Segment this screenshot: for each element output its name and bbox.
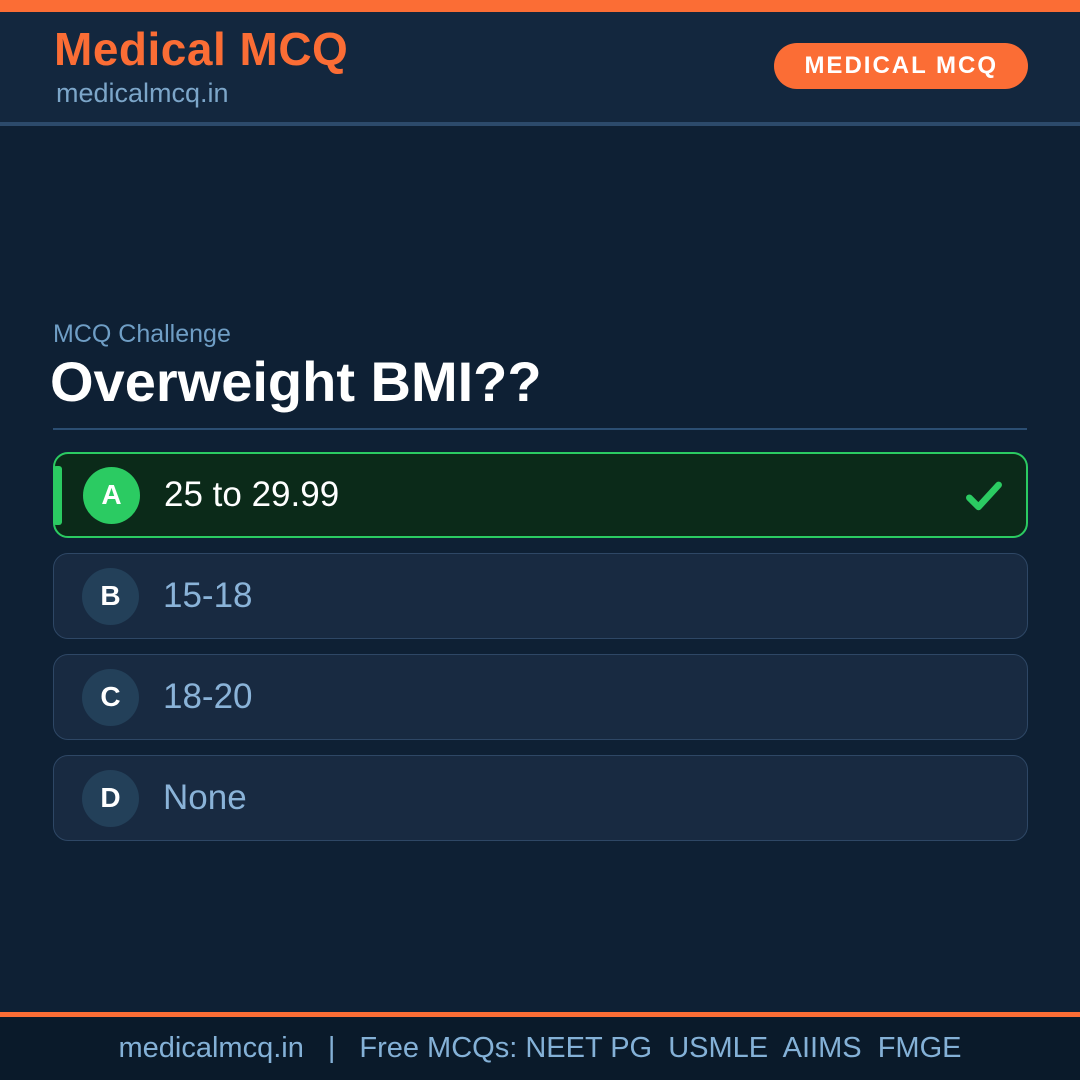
option-letter-badge: C [82,668,139,726]
footer-site: medicalmcq.in [118,1032,304,1064]
options-list: A 25 to 29.99 B 15-18 C 18-20 [53,452,1028,841]
option-text: 25 to 29.99 [164,475,340,514]
option-letter: A [101,479,122,510]
option-letter-badge: A [83,466,140,524]
option-letter: D [100,782,121,813]
option-text: 18-20 [163,677,253,716]
option-text: None [163,778,247,817]
question-title: Overweight BMI?? [50,350,542,413]
correct-accent-bar [53,466,62,525]
option-a[interactable]: A 25 to 29.99 [53,452,1028,538]
top-accent-bar [0,0,1080,12]
option-letter-badge: B [82,567,139,625]
option-letter: B [100,580,121,611]
footer-separator: | [327,1032,336,1064]
option-d[interactable]: D None [53,755,1028,841]
brand-badge: MEDICAL MCQ [774,43,1028,89]
question-eyebrow: MCQ Challenge [53,320,231,348]
footer-tagline: Free MCQs: NEET PG USMLE AIIMS FMGE [359,1032,962,1064]
header: Medical MCQ medicalmcq.in MEDICAL MCQ [0,12,1080,126]
option-letter-badge: D [82,769,139,827]
option-letter: C [100,681,121,712]
brand-title: Medical MCQ [54,23,349,75]
option-b[interactable]: B 15-18 [53,553,1028,639]
question-divider [53,428,1027,430]
brand-domain: medicalmcq.in [56,78,229,108]
check-icon [962,473,1006,517]
option-text: 15-18 [163,576,253,615]
option-c[interactable]: C 18-20 [53,654,1028,740]
footer: medicalmcq.in | Free MCQs: NEET PG USMLE… [0,1017,1080,1080]
footer-accent-line [0,1012,1080,1017]
